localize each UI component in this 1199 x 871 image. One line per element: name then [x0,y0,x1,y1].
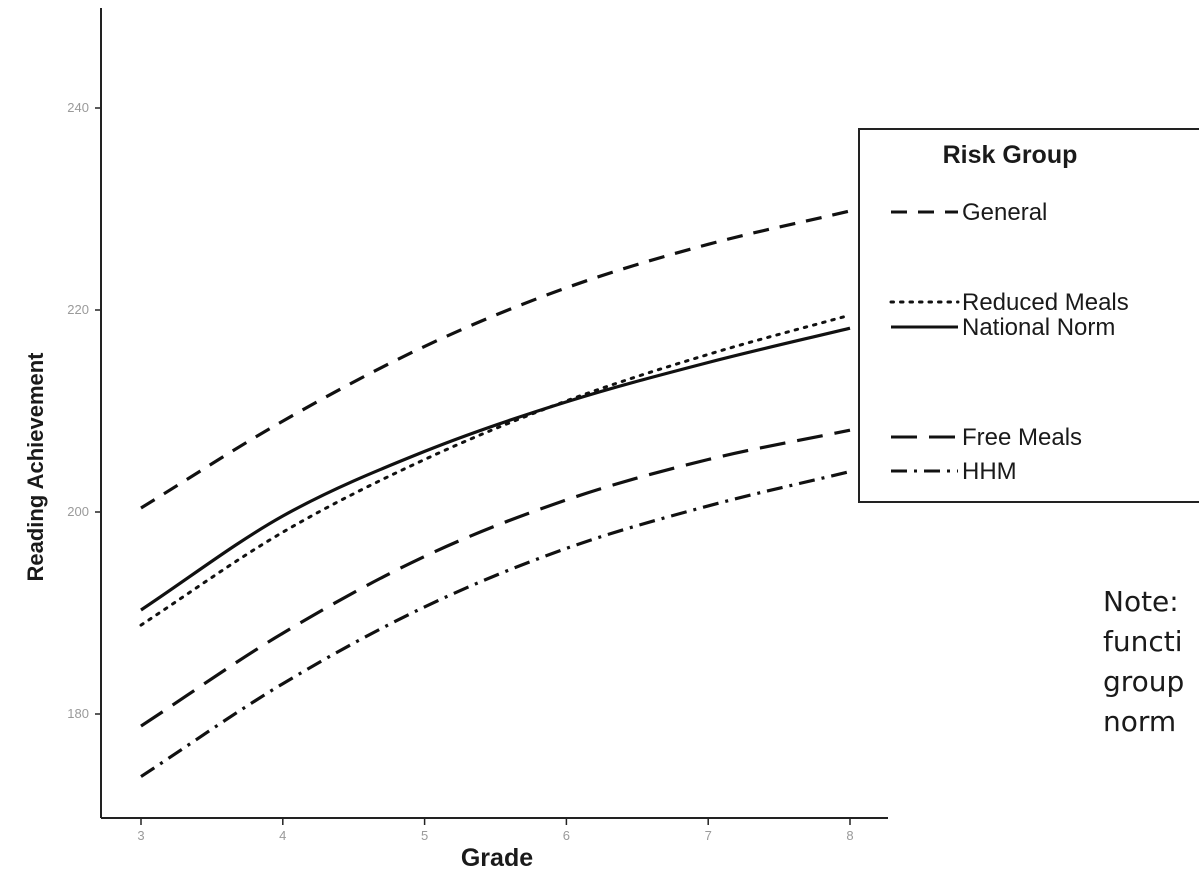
note-line: functi [1103,625,1183,658]
x-tick-label: 5 [421,828,428,843]
y-ticks: 180 200 220 240 [67,100,101,721]
note-line: group [1103,665,1185,698]
x-ticks: 3 4 5 6 7 8 [137,818,854,843]
note-line: Note: [1103,585,1179,618]
legend-box [858,128,1199,503]
series-line-reduced-meals [139,313,852,627]
y-tick-label: 240 [67,100,89,115]
x-tick-label: 7 [705,828,712,843]
y-tick-label: 200 [67,504,89,519]
x-tick-label: 4 [279,828,286,843]
legend-title: Risk Group [943,141,1078,169]
series-line-national-norm [140,326,851,612]
legend-label: General [962,199,1047,226]
y-tick-label: 180 [67,706,89,721]
legend-label: Reduced Meals [962,289,1129,316]
legend: Risk Group General Reduced MealsNational … [858,128,1199,503]
note-text: Note: functi group norm [1103,582,1184,742]
note-line: norm [1103,705,1177,738]
x-axis-title: Grade [461,844,533,871]
series-layer [139,209,852,778]
x-tick-label: 3 [137,828,144,843]
series-line-free-meals [140,428,851,728]
legend-label: Free Meals [962,424,1082,451]
series-line-general [140,209,851,510]
legend-label: National Norm [962,314,1115,341]
y-tick-label: 220 [67,302,89,317]
series-line-hhm [140,470,851,778]
x-tick-label: 6 [563,828,570,843]
x-tick-label: 8 [846,828,853,843]
legend-label: HHM [962,458,1017,485]
y-axis-title: Reading Achievement [23,352,48,582]
